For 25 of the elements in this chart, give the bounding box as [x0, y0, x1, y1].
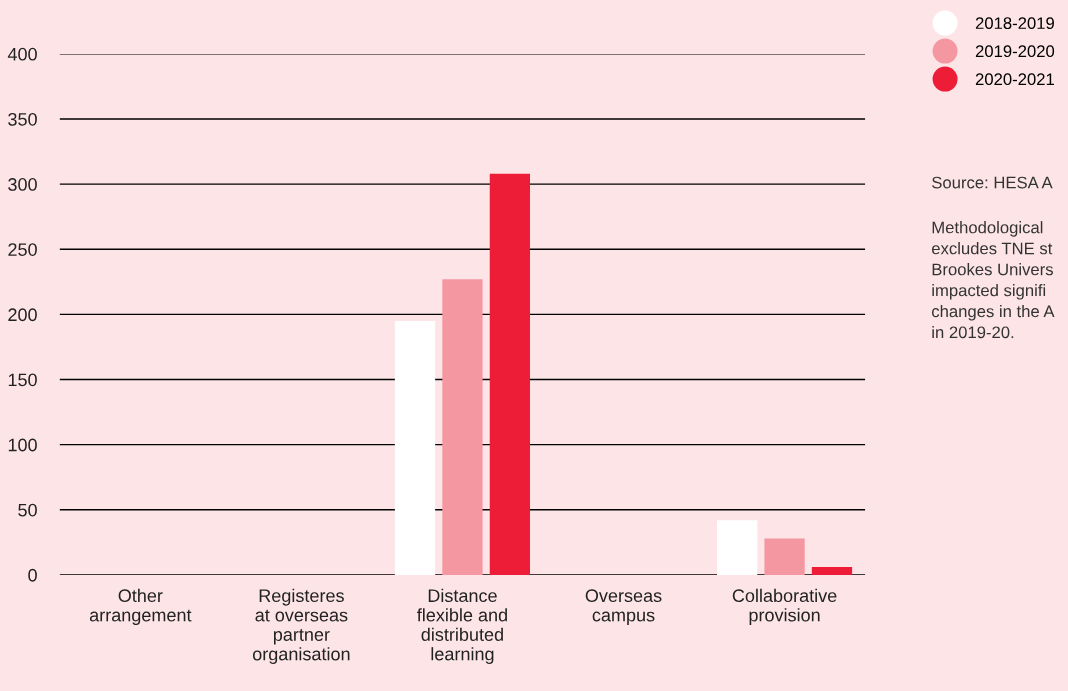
- bar: [442, 279, 483, 575]
- y-tick-label: 400: [7, 47, 37, 61]
- y-tick-label: 0: [28, 568, 37, 582]
- y-tick-label: 350: [8, 112, 37, 126]
- y-tick-label: 100: [8, 438, 37, 452]
- legend-label: 2020-2021: [975, 73, 1054, 86]
- x-tick-label: Overseas campus: [585, 589, 662, 626]
- x-tick-label: Other arrangement: [89, 588, 192, 626]
- x-tick-label: Distance flexible and distributed learning: [417, 588, 507, 664]
- bar: [394, 320, 436, 575]
- x-tick-label: Collaborative provision: [732, 588, 837, 626]
- legend-label: 2019-2020: [975, 45, 1055, 58]
- y-tick-label: 150: [8, 373, 37, 387]
- legend-label: 2018-2019: [975, 17, 1054, 30]
- text: Methodological excludes TNE st Brookes Univers impacted signifi changes in the A in 2019-20.: [932, 221, 1055, 339]
- y-tick-label: 250: [8, 243, 37, 256]
- x-tick-label: Registeres at overseas partner organisation: [252, 588, 350, 664]
- y-tick-label: 200: [8, 308, 37, 322]
- source-note: Source: HESA A: [932, 176, 1053, 189]
- y-tick-label: 50: [18, 503, 37, 517]
- bar: [716, 520, 758, 575]
- bar: [811, 567, 853, 575]
- bar: [764, 538, 805, 575]
- bar: [489, 173, 531, 575]
- y-tick-label: 300: [8, 178, 37, 191]
